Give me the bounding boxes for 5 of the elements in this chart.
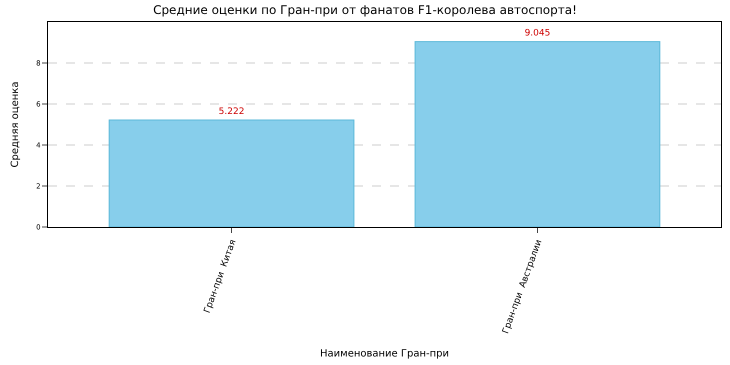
data-label: 9.045	[524, 28, 550, 39]
x-axis-title: Наименование Гран-при	[320, 348, 449, 360]
y-axis-title: Средняя оценка	[10, 82, 22, 168]
data-label: 5.222	[218, 106, 244, 117]
chart-title: Средние оценки по Гран-при от фанатов F1-королева автоспорта!	[153, 2, 577, 17]
